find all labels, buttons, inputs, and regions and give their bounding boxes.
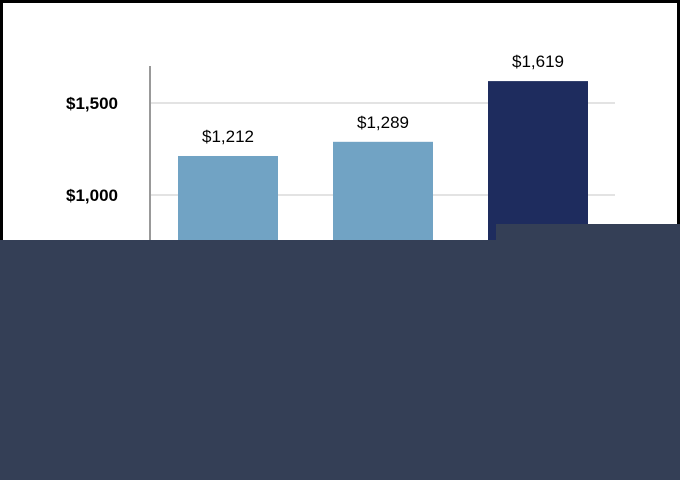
overlay-panel-right	[496, 224, 680, 240]
bar-value-label: $1,212	[202, 127, 254, 146]
overlay-panel-bottom	[0, 240, 680, 480]
bar-value-label: $1,289	[357, 113, 409, 132]
y-tick-label: $1,500	[66, 94, 118, 113]
data-labels: $1,212 $1,289 $1,619	[202, 52, 564, 146]
bar-value-label: $1,619	[512, 52, 564, 71]
y-tick-label: $1,000	[66, 186, 118, 205]
y-tick-labels: $1,000 $1,500	[66, 94, 118, 205]
